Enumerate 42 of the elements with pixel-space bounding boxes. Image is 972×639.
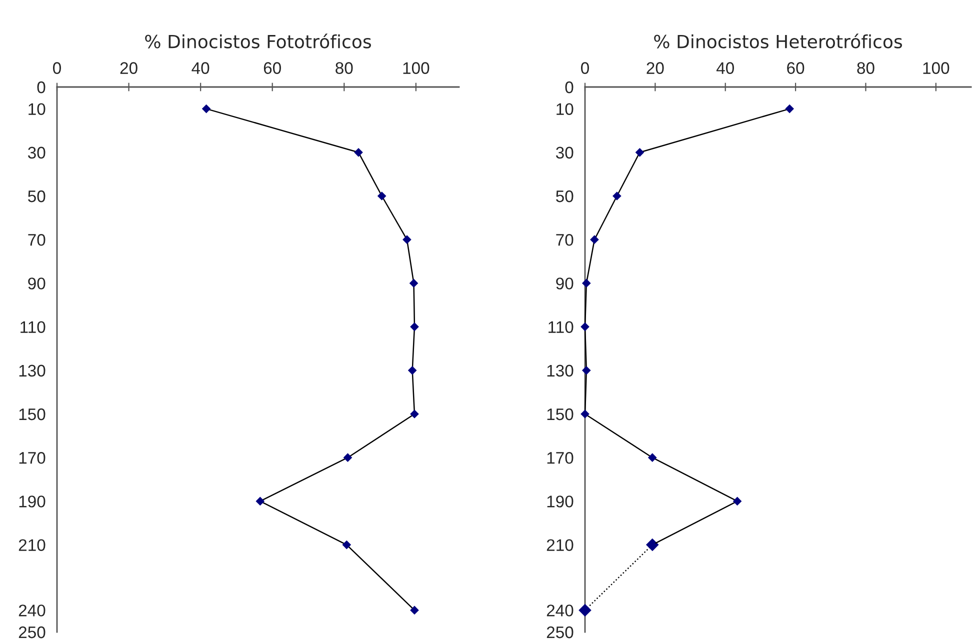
y-tick-label: 110 <box>20 321 46 334</box>
y-tick-label: 130 <box>19 364 46 377</box>
y-tick-label: 150 <box>547 408 574 420</box>
y-tick-label: 50 <box>28 190 46 202</box>
y-tick-label: 30 <box>28 146 46 159</box>
x-tick-label: 80 <box>336 62 353 74</box>
y-tick-label: 240 <box>546 604 574 616</box>
y-tick-label: 210 <box>18 539 46 552</box>
x-tick-label: 60 <box>264 62 281 74</box>
y-tick-label: 150 <box>19 408 46 420</box>
x-tick-label: 20 <box>646 62 664 74</box>
y-tick-label: 170 <box>19 452 46 464</box>
chart-title: % Dinocistos Heterotróficos <box>654 34 902 48</box>
y-tick-label: 90 <box>28 278 46 290</box>
y-tick-label: 250 <box>546 626 574 638</box>
y-tick-label: 190 <box>547 496 574 508</box>
y-tick-label: 10 <box>28 103 46 116</box>
y-tick-label: 110 <box>548 321 574 334</box>
x-tick-label: 0 <box>581 62 589 74</box>
chart-title: % Dinocistos Fototróficos <box>145 34 371 48</box>
y-tick-label: 130 <box>547 364 574 377</box>
x-tick-label: 40 <box>192 62 210 74</box>
y-tick-label: 70 <box>556 234 574 246</box>
x-tick-label: 40 <box>716 62 734 74</box>
y-tick-label: 250 <box>18 626 46 638</box>
y-tick-label: 10 <box>556 103 574 116</box>
x-tick-label: 0 <box>53 62 61 74</box>
x-tick-label: 60 <box>787 62 804 74</box>
y-tick-label: 170 <box>547 452 574 464</box>
y-tick-label: 90 <box>556 278 574 290</box>
y-tick-label: 210 <box>546 539 574 552</box>
x-tick-label: 100 <box>403 62 430 74</box>
y-tick-label: 50 <box>556 190 574 202</box>
y-tick-label: 0 <box>565 81 574 94</box>
y-tick-label: 240 <box>18 604 46 616</box>
y-tick-label: 70 <box>28 234 46 246</box>
y-tick-label: 30 <box>556 146 574 159</box>
x-tick-label: 20 <box>120 62 138 74</box>
x-tick-label: 100 <box>923 62 950 74</box>
y-tick-label: 0 <box>37 81 46 94</box>
x-tick-label: 80 <box>857 62 874 74</box>
y-tick-label: 190 <box>19 496 46 508</box>
